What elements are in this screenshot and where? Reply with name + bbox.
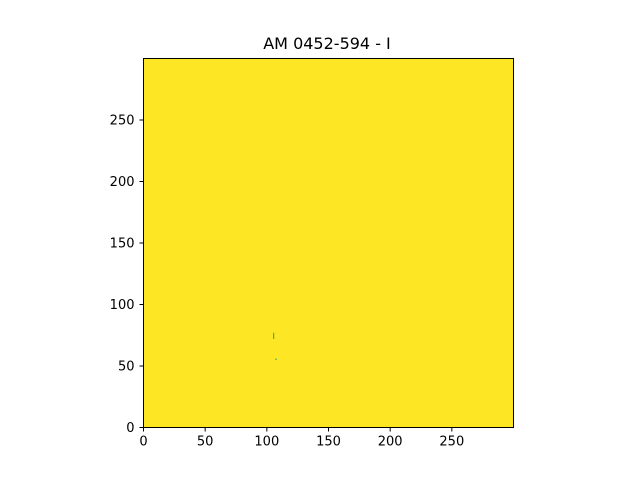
x-tick-label: 200: [378, 435, 403, 450]
heatmap-image: [143, 58, 514, 428]
x-tick-label: 100: [254, 435, 279, 450]
x-tick-label: 250: [439, 435, 464, 450]
y-tick-label: 50: [118, 360, 135, 375]
heatmap-feature-1: [275, 358, 277, 360]
heatmap-feature-0: [273, 332, 275, 339]
x-tick-label: 50: [197, 435, 214, 450]
y-tick-label: 100: [110, 298, 135, 313]
y-tick-label: 0: [126, 421, 134, 436]
y-tick-label: 150: [110, 237, 135, 252]
x-tick-label: 150: [316, 435, 341, 450]
x-tick-label: 0: [139, 435, 147, 450]
chart-title: AM 0452-594 - I: [263, 34, 391, 53]
x-axis: 0 50 100 150 200 250: [139, 427, 464, 450]
y-tick-label: 250: [110, 114, 135, 129]
y-axis: 0 50 100 150 200 250: [110, 114, 144, 436]
y-tick-label: 200: [110, 175, 135, 190]
heatmap-fill: [143, 58, 514, 428]
